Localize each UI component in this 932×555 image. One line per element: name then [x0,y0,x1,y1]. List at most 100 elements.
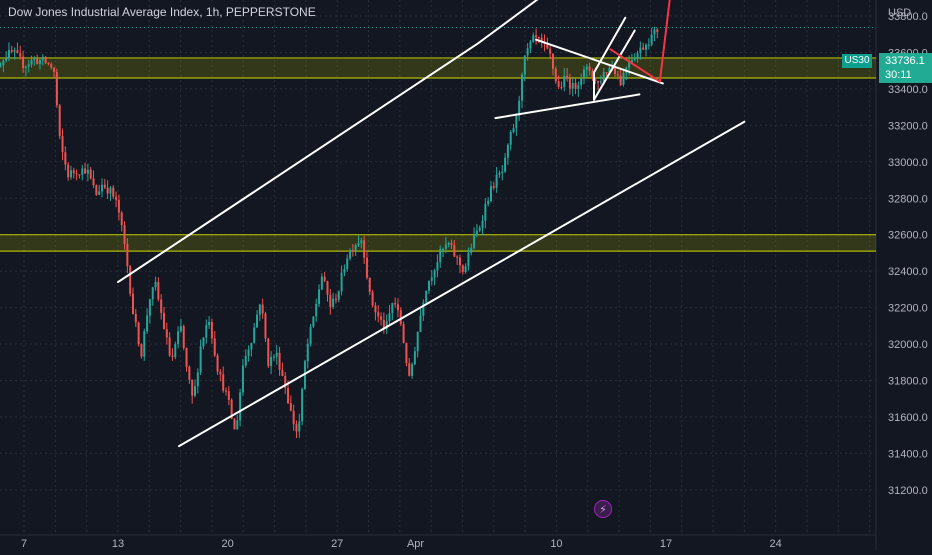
candle-up [256,314,259,328]
candle-down [230,399,233,419]
candle-up [247,349,250,356]
price-tick-label: 33200.0 [888,120,928,132]
candle-up [416,332,419,352]
candle-down [92,178,95,186]
candle-down [371,291,374,306]
candle-down [380,316,383,320]
candle-up [475,230,478,236]
candle-down [323,276,326,282]
candle-down [377,312,380,317]
candle-down [191,379,194,396]
candle-up [30,59,33,65]
candle-up [340,272,343,292]
candle-up [154,281,157,288]
candle-down [36,58,39,65]
candle-up [236,420,239,430]
candle-up [357,243,360,246]
candle-down [566,75,569,79]
candle-up [498,172,501,175]
price-tick-label: 31200.0 [888,485,928,497]
lightning-icon[interactable]: ⚡ [594,500,612,518]
candle-up [433,270,436,278]
candle-up [518,100,521,116]
candle-down [461,265,464,273]
candle-up [430,277,433,281]
candle-down [284,375,287,388]
candle-up [577,85,580,89]
candle-up [318,289,321,304]
candle-up [179,326,182,332]
candle-up [98,191,101,195]
candle-down [656,29,659,33]
candle-up [447,242,450,245]
chart-title: Dow Jones Industrial Average Index, 1h, … [8,5,316,19]
candle-down [61,135,64,153]
candle-up [529,41,532,49]
candle-down [326,281,329,295]
candle-down [363,240,366,258]
candle-down [115,196,118,200]
trendline-rising-wedge-upper [593,16,627,74]
candle-up [354,245,357,252]
candle-down [292,410,295,425]
candle-up [489,186,492,201]
candle-down [216,355,219,372]
candle-down [351,250,354,252]
candle-down [261,304,264,314]
candle-up [481,220,484,228]
candle-down [129,266,132,294]
candle-down [540,37,543,42]
candle-down [75,173,78,175]
candle-up [27,64,30,67]
price-tick-label: 31800.0 [888,376,928,388]
candle-up [425,290,428,303]
candle-up [239,392,242,421]
candle-up [580,77,583,86]
last-price-value: 33736.1 [885,55,925,67]
candle-down [450,242,453,246]
candle-up [478,227,481,231]
candle-up [602,72,605,82]
candle-up [388,313,391,322]
candle-down [72,170,75,174]
candle-up [532,35,535,42]
candle-up [208,321,211,326]
candle-up [411,364,414,376]
candle-down [549,48,552,54]
candle-up [270,357,273,367]
candle-up [5,58,8,61]
candle-down [453,245,456,257]
candle-down [222,374,225,391]
time-tick-label: 13 [112,538,124,550]
price-tick-label: 33000.0 [888,157,928,169]
candle-up [298,421,301,432]
candle-down [188,366,191,380]
candle-up [599,81,602,83]
candle-down [185,347,188,367]
candle-down [126,243,129,267]
candle-down [267,338,270,367]
price-tick-label: 31600.0 [888,412,928,424]
candle-down [137,322,140,345]
time-tick-label: 10 [550,538,562,550]
candle-up [647,44,650,46]
candle-down [58,105,61,136]
candle-down [95,185,98,195]
candle-down [281,369,284,376]
candle-down [163,312,166,330]
candle-down [78,174,81,176]
candle-down [131,293,134,314]
time-axis[interactable]: 7 13 20 27 Apr 10 17 24 [21,538,782,550]
trendline-triangle-lower [494,93,641,120]
candle-down [374,305,377,313]
candle-down [537,37,540,39]
candle-down [588,66,591,71]
candle-down [219,371,222,375]
candle-down [408,363,411,376]
candle-up [563,75,566,87]
price-axis[interactable]: 33800.033600.033400.033200.033000.032800… [888,11,928,497]
candle-down [614,66,617,75]
candle-up [2,60,5,66]
